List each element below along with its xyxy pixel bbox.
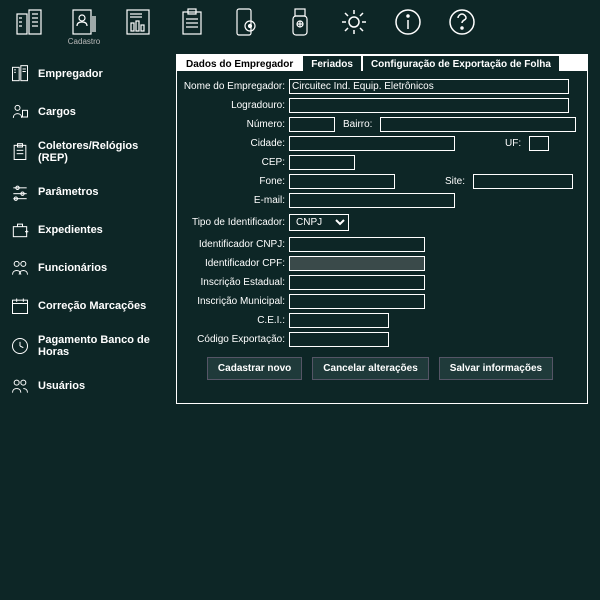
tab-strip: Dados do Empregador Feriados Configuraçã…: [177, 55, 587, 71]
sidebar-label: Usuários: [38, 380, 85, 392]
sidebar-label: Expedientes: [38, 224, 103, 236]
label-im: Inscrição Municipal:: [183, 296, 285, 307]
label-tipo: Tipo de Identificador:: [183, 217, 285, 228]
tab-dados[interactable]: Dados do Empregador: [177, 55, 302, 71]
label-nome: Nome do Empregador:: [183, 81, 285, 92]
label-cnpj: Identificador CNPJ:: [183, 239, 285, 250]
people-icon: [10, 258, 30, 278]
buildings-icon: [14, 6, 46, 38]
sidebar-label: Pagamento Banco de Horas: [38, 334, 162, 358]
info-icon: [392, 6, 424, 38]
sidebar-label: Cargos: [38, 106, 76, 118]
top-icon-clipboard[interactable]: [174, 6, 210, 38]
clipboard-icon: [176, 6, 208, 38]
sidebar-label: Correção Marcações: [38, 300, 146, 312]
sidebar-item-usuarios[interactable]: Usuários: [6, 370, 166, 402]
users-icon: [10, 376, 30, 396]
label-cei: C.E.I.:: [183, 315, 285, 326]
sidebar-item-parametros[interactable]: Parâmetros: [6, 176, 166, 208]
label-fone: Fone:: [183, 176, 285, 187]
label-numero: Número:: [183, 119, 285, 130]
input-bairro[interactable]: [380, 117, 576, 132]
document-person-icon: [68, 6, 100, 38]
sliders-icon: [10, 182, 30, 202]
top-icon-report[interactable]: [120, 6, 156, 38]
gear-icon: [338, 6, 370, 38]
label-ie: Inscrição Estadual:: [183, 277, 285, 288]
input-uf[interactable]: [529, 136, 549, 151]
tab-config-export[interactable]: Configuração de Exportação de Folha: [362, 55, 560, 71]
topbar: Cadastro: [0, 0, 600, 48]
top-label-cadastro: Cadastro: [68, 37, 100, 46]
sidebar-item-expedientes[interactable]: Expedientes: [6, 214, 166, 246]
input-cnpj[interactable]: [289, 237, 425, 252]
input-im[interactable]: [289, 294, 425, 309]
sidebar-label: Empregador: [38, 68, 103, 80]
button-row: Cadastrar novo Cancelar alterações Salva…: [183, 357, 577, 380]
sidebar-item-coletores[interactable]: Coletores/Relógios (REP): [6, 134, 166, 170]
input-numero[interactable]: [289, 117, 335, 132]
input-logradouro[interactable]: [289, 98, 569, 113]
label-cep: CEP:: [183, 157, 285, 168]
top-icon-phone-pin[interactable]: [228, 6, 264, 38]
person-badge-icon: [10, 102, 30, 122]
label-logradouro: Logradouro:: [183, 100, 285, 111]
top-icon-info[interactable]: [390, 6, 426, 38]
sidebar-item-pagamento[interactable]: Pagamento Banco de Horas: [6, 328, 166, 364]
input-nome[interactable]: [289, 79, 569, 94]
content: Dados do Empregador Feriados Configuraçã…: [172, 48, 600, 598]
clock-icon: [10, 336, 30, 356]
sidebar-label: Coletores/Relógios (REP): [38, 140, 162, 164]
building-icon: [10, 64, 30, 84]
top-icon-settings[interactable]: [336, 6, 372, 38]
input-fone[interactable]: [289, 174, 395, 189]
input-cep[interactable]: [289, 155, 355, 170]
btn-cancelar[interactable]: Cancelar alterações: [312, 357, 429, 380]
select-tipo[interactable]: CNPJ: [289, 214, 349, 231]
input-email[interactable]: [289, 193, 455, 208]
help-icon: [446, 6, 478, 38]
sidebar-item-correcao[interactable]: Correção Marcações: [6, 290, 166, 322]
label-cidade: Cidade:: [183, 138, 285, 149]
label-uf: UF:: [501, 138, 525, 149]
report-chart-icon: [122, 6, 154, 38]
sidebar-item-funcionarios[interactable]: Funcionários: [6, 252, 166, 284]
sidebar-label: Funcionários: [38, 262, 107, 274]
briefcase-plus-icon: [10, 220, 30, 240]
input-ie[interactable]: [289, 275, 425, 290]
input-codexp[interactable]: [289, 332, 389, 347]
sidebar-item-empregador[interactable]: Empregador: [6, 58, 166, 90]
usb-icon: [284, 6, 316, 38]
calendar-icon: [10, 296, 30, 316]
top-icon-buildings[interactable]: [12, 6, 48, 37]
top-icon-usb[interactable]: [282, 6, 318, 38]
btn-cadastrar[interactable]: Cadastrar novo: [207, 357, 302, 380]
sidebar-item-cargos[interactable]: Cargos: [6, 96, 166, 128]
label-site: Site:: [441, 176, 469, 187]
btn-salvar[interactable]: Salvar informações: [439, 357, 553, 380]
input-cidade[interactable]: [289, 136, 455, 151]
main-area: Empregador Cargos Coletores/Relógios (RE…: [0, 48, 600, 598]
top-icon-cadastro[interactable]: Cadastro: [66, 6, 102, 46]
input-cei[interactable]: [289, 313, 389, 328]
label-bairro: Bairro:: [339, 119, 376, 130]
input-site[interactable]: [473, 174, 573, 189]
sidebar: Empregador Cargos Coletores/Relógios (RE…: [0, 48, 172, 598]
top-icon-help[interactable]: [444, 6, 480, 38]
form-panel: Dados do Empregador Feriados Configuraçã…: [176, 54, 588, 404]
form: Nome do Empregador: Logradouro: Número: …: [177, 71, 587, 386]
label-email: E-mail:: [183, 195, 285, 206]
clipboard2-icon: [10, 142, 30, 162]
input-cpf: [289, 256, 425, 271]
tab-feriados[interactable]: Feriados: [302, 55, 362, 71]
phone-pin-icon: [230, 6, 262, 38]
sidebar-label: Parâmetros: [38, 186, 99, 198]
label-cpf: Identificador CPF:: [183, 258, 285, 269]
label-codexp: Código Exportação:: [183, 334, 285, 345]
